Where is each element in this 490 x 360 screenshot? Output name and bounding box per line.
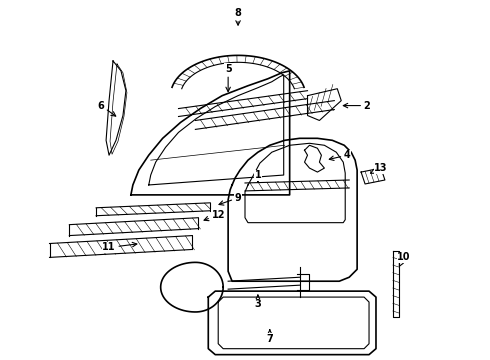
Text: 6: 6 (98, 100, 116, 116)
Text: 13: 13 (370, 163, 388, 173)
Text: 4: 4 (329, 150, 350, 161)
Text: 3: 3 (254, 295, 261, 309)
Text: 2: 2 (343, 100, 370, 111)
Text: 11: 11 (102, 242, 137, 252)
Text: 7: 7 (267, 330, 273, 344)
Text: 12: 12 (204, 210, 225, 221)
Text: 8: 8 (235, 8, 242, 25)
Text: 10: 10 (397, 252, 411, 266)
Text: 1: 1 (254, 170, 261, 182)
Text: 5: 5 (225, 64, 231, 92)
Text: 9: 9 (219, 193, 242, 205)
